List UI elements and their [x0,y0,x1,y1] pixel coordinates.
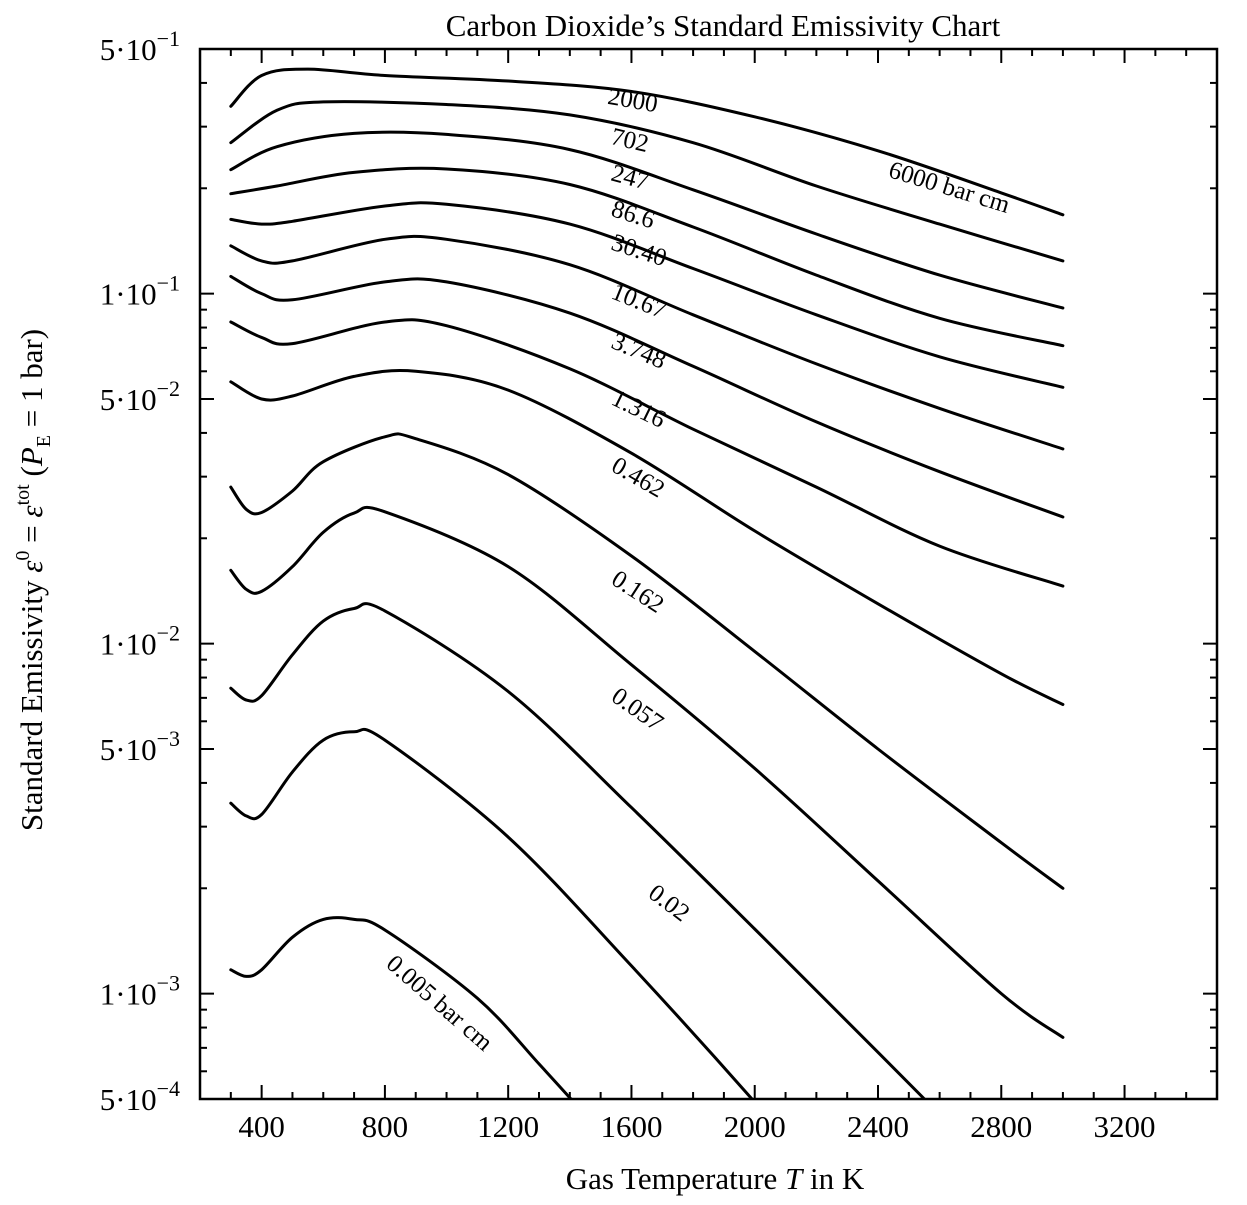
x-tick-label: 1200 [477,1109,539,1144]
y-tick-label: 1·10−2 [100,621,180,662]
series-label-6: 10.67 [608,278,670,324]
x-axis-label-unit: in K [802,1161,865,1196]
x-axis-label-text: Gas Temperature [566,1161,785,1196]
y-axis-label-eps: ε [14,560,49,573]
series-label-3: 247 [608,160,651,196]
y-tick-label: 5·10−3 [100,726,180,767]
series-label-10: 0.162 [607,565,669,618]
series-label-1: 2000 [606,83,660,118]
series-line-13 [231,918,663,1200]
y-tick-label: 5·10−4 [100,1076,180,1117]
y-axis-label-sube: E [33,435,55,447]
y-tick-label: 1·10−3 [100,971,180,1012]
series-label-12: 0.02 [643,879,694,927]
y-axis: 5·10−1 1·10−1 5·10−2 1·10−2 5·10−3 1·10−3 5·10… [100,26,1217,1117]
y-axis-label-paren: ( [14,466,49,484]
x-axis: 400 800 1200 1600 2000 2400 2800 3200 [231,49,1186,1144]
x-tick-label: 1600 [600,1109,662,1144]
y-tick-label: 5·10−2 [100,376,180,417]
series-line-9 [231,434,1063,888]
series-label-8: 1.316 [607,385,669,434]
y-axis-label: Standard Emissivity ε0 = εtot (PE = 1 ba… [12,329,55,831]
x-tick-label: 400 [238,1109,285,1144]
y-axis-label-p: P [14,447,49,467]
x-tick-label: 2000 [724,1109,786,1144]
series-label-5: 30.40 [608,229,670,272]
series-label-9: 0.462 [607,452,669,504]
series-label-0: 6000 bar cm [885,156,1013,219]
plot-frame [200,49,1217,1099]
x-tick-label: 3200 [1094,1109,1156,1144]
x-tick-label: 2400 [847,1109,909,1144]
x-tick-label: 2800 [970,1109,1032,1144]
y-axis-label-rest: = 1 bar) [14,329,49,435]
x-axis-label: Gas Temperature T in K [566,1161,865,1196]
y-axis-label-suptot: tot [12,484,34,506]
x-tick-label: 800 [362,1109,409,1144]
series-label-13: 0.005 bar cm [381,950,498,1057]
y-axis-label-text: Standard Emissivity [14,573,49,831]
y-axis-label-eq: = [14,518,49,551]
y-tick-label: 1·10−1 [100,271,180,312]
y-tick-label: 5·10−1 [100,26,180,67]
chart-title: Carbon Dioxide’s Standard Emissivity Cha… [446,8,1001,43]
y-axis-label-sup0: 0 [12,551,34,561]
series-label-11: 0.057 [606,683,668,737]
series-label-7: 3.748 [608,328,670,375]
y-axis-label-eps2: ε [14,505,49,518]
